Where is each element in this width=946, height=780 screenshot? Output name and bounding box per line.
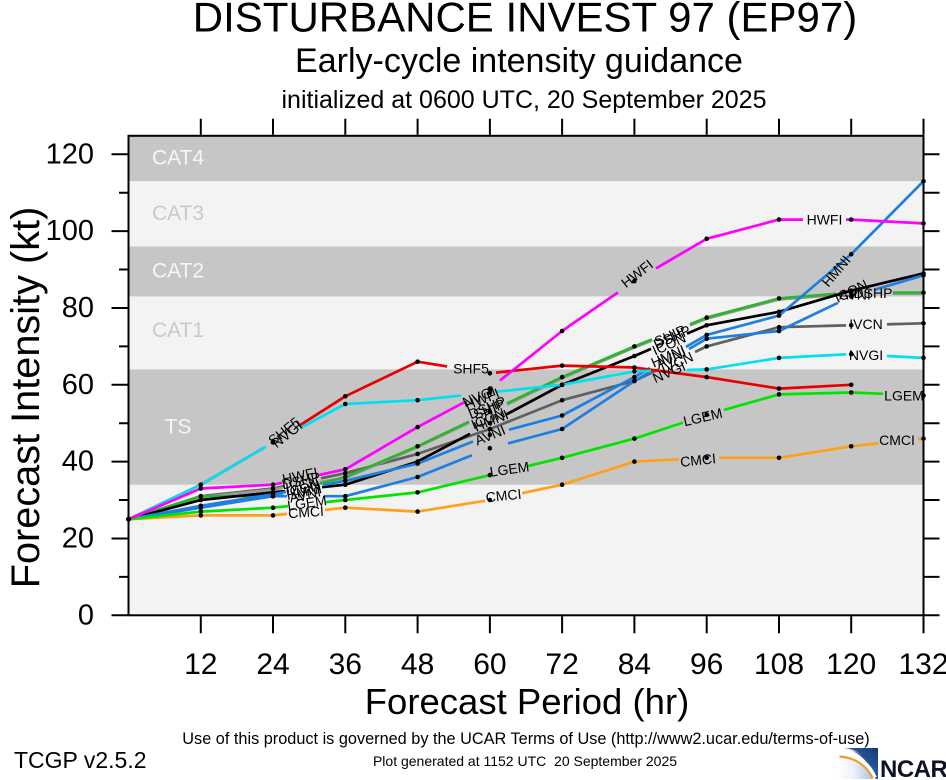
svg-text:IVCN: IVCN bbox=[284, 473, 320, 496]
svg-text:Plot generated at 1152 UTC 20: Plot generated at 1152 UTC 20 September … bbox=[373, 753, 677, 769]
svg-text:24: 24 bbox=[256, 648, 289, 681]
svg-text:HWFI: HWFI bbox=[281, 464, 319, 487]
svg-text:72: 72 bbox=[545, 648, 578, 681]
svg-text:initialized at 0600 UTC, 20 Se: initialized at 0600 UTC, 20 September 20… bbox=[281, 86, 766, 114]
svg-text:SHF5: SHF5 bbox=[453, 361, 489, 377]
svg-text:36: 36 bbox=[329, 648, 362, 681]
svg-text:CMCI: CMCI bbox=[485, 486, 522, 506]
svg-text:CMCI: CMCI bbox=[288, 503, 325, 521]
svg-text:Forecast Period (hr): Forecast Period (hr) bbox=[365, 681, 690, 722]
svg-text:12: 12 bbox=[184, 648, 217, 681]
svg-text:CAT2: CAT2 bbox=[152, 260, 204, 283]
svg-text:CAT4: CAT4 bbox=[152, 147, 204, 170]
svg-text:96: 96 bbox=[690, 648, 723, 681]
svg-text:120: 120 bbox=[46, 138, 94, 170]
svg-text:HWFI: HWFI bbox=[807, 212, 843, 228]
svg-text:Early-cycle intensity guidance: Early-cycle intensity guidance bbox=[295, 42, 743, 80]
svg-text:AVNI: AVNI bbox=[288, 483, 322, 505]
svg-text:CMCI: CMCI bbox=[679, 450, 716, 470]
svg-text:DSHP: DSHP bbox=[854, 285, 893, 301]
svg-text:48: 48 bbox=[401, 648, 434, 681]
svg-text:Use of this product is governe: Use of this product is governed by the U… bbox=[182, 730, 869, 748]
svg-text:CAT3: CAT3 bbox=[152, 202, 204, 225]
svg-text:Forecast Intensity (kt): Forecast Intensity (kt) bbox=[4, 207, 48, 589]
svg-text:CAT1: CAT1 bbox=[152, 319, 204, 342]
svg-text:TS: TS bbox=[165, 416, 192, 439]
svg-text:CMCI: CMCI bbox=[879, 432, 915, 448]
svg-text:40: 40 bbox=[62, 446, 94, 478]
svg-text:LGEM: LGEM bbox=[489, 458, 531, 479]
svg-text:108: 108 bbox=[754, 648, 804, 681]
svg-text:TCGP v2.5.2: TCGP v2.5.2 bbox=[14, 747, 147, 773]
svg-text:ICON: ICON bbox=[284, 477, 322, 500]
svg-text:100: 100 bbox=[46, 215, 94, 247]
svg-text:AVNI: AVNI bbox=[839, 287, 871, 303]
svg-text:60: 60 bbox=[62, 369, 94, 401]
svg-text:132: 132 bbox=[898, 648, 946, 681]
svg-text:0: 0 bbox=[78, 599, 94, 631]
svg-text:60: 60 bbox=[473, 648, 506, 681]
svg-text:84: 84 bbox=[618, 648, 651, 681]
svg-text:LGEM: LGEM bbox=[884, 388, 924, 404]
svg-text:IVCN: IVCN bbox=[849, 316, 882, 332]
svg-text:20: 20 bbox=[62, 523, 94, 555]
svg-text:80: 80 bbox=[62, 292, 94, 324]
svg-text:LGEM: LGEM bbox=[286, 492, 328, 513]
svg-text:HMNI: HMNI bbox=[285, 480, 323, 503]
svg-text:NCAR: NCAR bbox=[880, 756, 946, 780]
svg-text:DSHP: DSHP bbox=[280, 469, 321, 493]
svg-text:DISTURBANCE INVEST 97 (EP97): DISTURBANCE INVEST 97 (EP97) bbox=[193, 0, 857, 41]
svg-text:NVGI: NVGI bbox=[849, 347, 883, 363]
svg-text:120: 120 bbox=[826, 648, 876, 681]
